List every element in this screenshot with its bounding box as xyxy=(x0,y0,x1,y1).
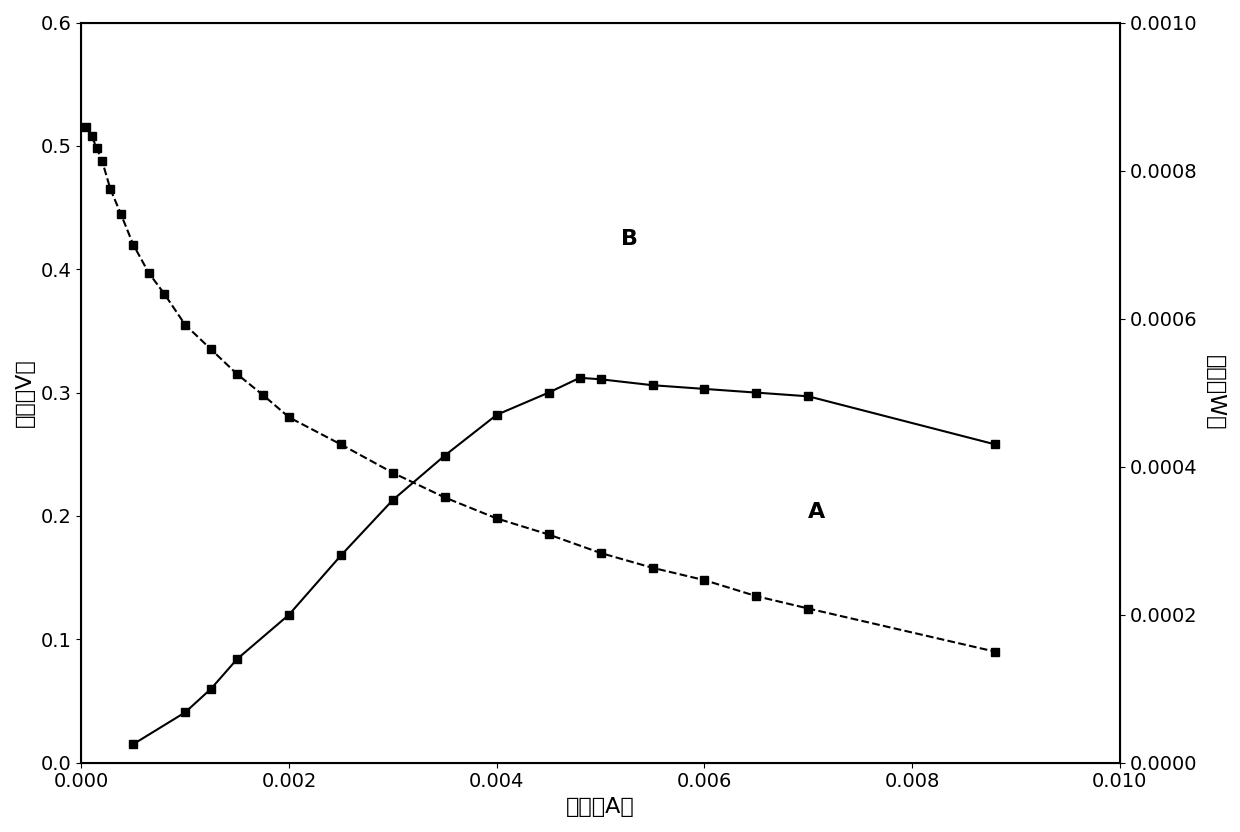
Y-axis label: 电压（V）: 电压（V） xyxy=(15,359,35,427)
Text: B: B xyxy=(621,229,639,249)
X-axis label: 电流（A）: 电流（A） xyxy=(567,797,635,817)
Text: A: A xyxy=(808,503,826,522)
Y-axis label: 功率（W）: 功率（W） xyxy=(1205,355,1225,430)
